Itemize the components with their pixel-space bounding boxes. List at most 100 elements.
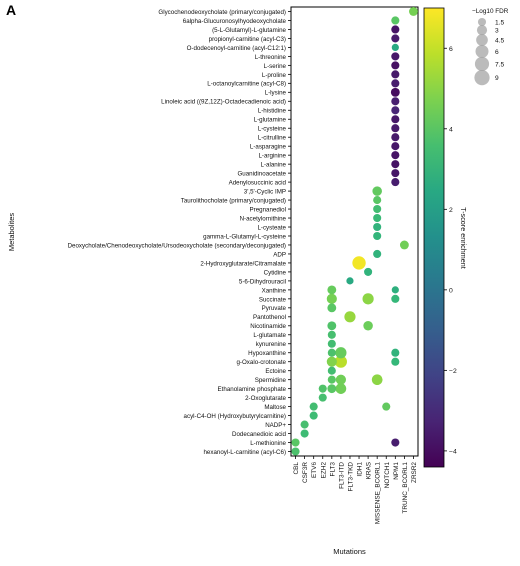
y-tick-label: L-proline bbox=[262, 72, 287, 79]
colorbar-tick-label: −4 bbox=[449, 448, 457, 455]
colorbar bbox=[423, 7, 445, 468]
data-point bbox=[291, 447, 300, 456]
y-tick-label: L-alanine bbox=[261, 162, 287, 169]
size-legend-marker bbox=[474, 70, 490, 86]
x-tick-label: FLT3-ITD bbox=[338, 462, 345, 489]
data-point bbox=[391, 43, 399, 52]
x-tick-label: NOTCH1 bbox=[384, 462, 391, 489]
y-tick-label: Nicotinamide bbox=[250, 323, 286, 330]
y-tick-label: 2-Hydroxyglutarate/Citramalate bbox=[200, 260, 286, 267]
y-tick-label: Pyruvate bbox=[262, 305, 287, 312]
data-point bbox=[391, 52, 400, 61]
x-tick-label: FLT3-TKD bbox=[347, 462, 354, 492]
size-legend-label: 1.5 bbox=[495, 20, 504, 27]
y-tick-label: L-octanoylcarnitine (acyl-C8) bbox=[207, 81, 286, 88]
data-point bbox=[327, 330, 336, 339]
size-legend-label: 4.5 bbox=[495, 38, 504, 45]
x-tick-label: KRAS bbox=[366, 462, 373, 479]
y-tick-label: L-methionine bbox=[250, 440, 286, 447]
data-point bbox=[391, 169, 400, 178]
data-point bbox=[391, 16, 400, 25]
y-tick-label: Ectoine bbox=[265, 368, 286, 375]
data-point bbox=[391, 106, 400, 115]
data-point bbox=[382, 402, 391, 411]
panel-label: A bbox=[6, 2, 17, 18]
y-tick-label: 5-6-Dihydrouracil bbox=[239, 278, 286, 285]
y-tick-label: L-serine bbox=[264, 63, 287, 70]
data-point bbox=[327, 366, 336, 375]
y-tick-label: Maltose bbox=[264, 404, 286, 411]
data-point bbox=[372, 186, 382, 196]
data-point bbox=[391, 34, 400, 43]
y-tick-label: NADP+ bbox=[265, 422, 286, 429]
y-tick-label: Pregnanediol bbox=[250, 206, 286, 213]
colorbar-title: T-score enrichment bbox=[459, 207, 468, 269]
y-tick-label: ADP bbox=[273, 251, 286, 258]
data-point bbox=[391, 294, 400, 303]
y-tick-label: L-lysine bbox=[265, 90, 287, 97]
colorbar-tick-label: 6 bbox=[449, 46, 453, 53]
data-point bbox=[327, 339, 336, 348]
x-tick-label: CBL bbox=[293, 462, 300, 475]
data-point bbox=[391, 25, 400, 34]
data-point bbox=[373, 205, 382, 214]
size-legend-label: 3 bbox=[495, 28, 499, 35]
data-point bbox=[373, 196, 382, 205]
colorbar-tick-label: 0 bbox=[449, 287, 453, 294]
plot-frame bbox=[290, 6, 419, 457]
y-tick-label: Guanidinoacetate bbox=[237, 171, 286, 178]
y-tick-label: L-glutamate bbox=[253, 332, 286, 339]
data-point bbox=[326, 356, 337, 367]
size-legend-marker bbox=[477, 17, 487, 27]
data-point bbox=[391, 97, 400, 106]
size-legend-title: −Log10 FDR bbox=[472, 8, 509, 15]
x-tick-label: MISSENSE_BCORL1 bbox=[375, 462, 382, 525]
y-tick-label: Deoxycholate/Chenodeoxycholate/Ursodeoxy… bbox=[68, 242, 286, 249]
size-legend-label: 6 bbox=[495, 49, 499, 56]
data-point bbox=[391, 160, 400, 169]
colorbar-tick-label: −2 bbox=[449, 368, 457, 375]
data-point bbox=[326, 293, 337, 304]
size-legend-marker bbox=[476, 34, 488, 46]
colorbar-tick-label: 2 bbox=[449, 207, 453, 214]
y-tick-label: Linoleic acid ((9Z,12Z)-Octadecadienoic … bbox=[161, 99, 286, 106]
y-tick-label: hexanoyl-L-carnitine (acyl-C6) bbox=[203, 449, 286, 456]
data-point bbox=[391, 70, 400, 79]
data-point bbox=[327, 375, 336, 384]
data-point bbox=[291, 438, 300, 447]
x-axis-title: Mutations bbox=[333, 547, 366, 556]
data-point bbox=[309, 411, 318, 420]
data-point bbox=[391, 178, 400, 187]
size-legend-label: 7.5 bbox=[495, 61, 504, 68]
y-tick-label: Cytidine bbox=[264, 269, 287, 276]
y-tick-label: L-histidine bbox=[258, 108, 287, 115]
data-point bbox=[391, 151, 400, 160]
x-tick-label: NPM1 bbox=[393, 462, 400, 480]
data-point bbox=[318, 393, 327, 402]
data-point bbox=[318, 384, 327, 393]
data-point bbox=[327, 303, 337, 313]
y-tick-label: Xanthine bbox=[262, 287, 287, 294]
y-tick-label: acyl-C4-OH (Hydroxybutyrylcarnitine) bbox=[184, 413, 286, 420]
data-point bbox=[391, 142, 400, 151]
data-point bbox=[327, 321, 337, 331]
x-tick-label: TRUNC_BCORL1 bbox=[402, 462, 409, 514]
data-point bbox=[373, 213, 382, 223]
y-tick-label: L-cysteate bbox=[257, 224, 286, 231]
data-point bbox=[399, 240, 409, 250]
y-tick-label: Taurolithocholate (primary/conjugated) bbox=[181, 197, 286, 204]
data-point bbox=[391, 438, 400, 447]
x-tick-label: IDH1 bbox=[357, 462, 364, 477]
size-legend-label: 9 bbox=[495, 75, 499, 82]
data-point bbox=[409, 7, 418, 16]
y-tick-label: L-cysteine bbox=[258, 126, 287, 133]
data-point bbox=[335, 347, 347, 359]
data-point bbox=[373, 249, 382, 258]
y-tick-label: L-threonine bbox=[255, 54, 287, 61]
data-point bbox=[390, 87, 400, 97]
data-point bbox=[300, 420, 309, 429]
data-point bbox=[391, 124, 400, 133]
data-point bbox=[391, 61, 400, 70]
data-point bbox=[344, 311, 356, 323]
